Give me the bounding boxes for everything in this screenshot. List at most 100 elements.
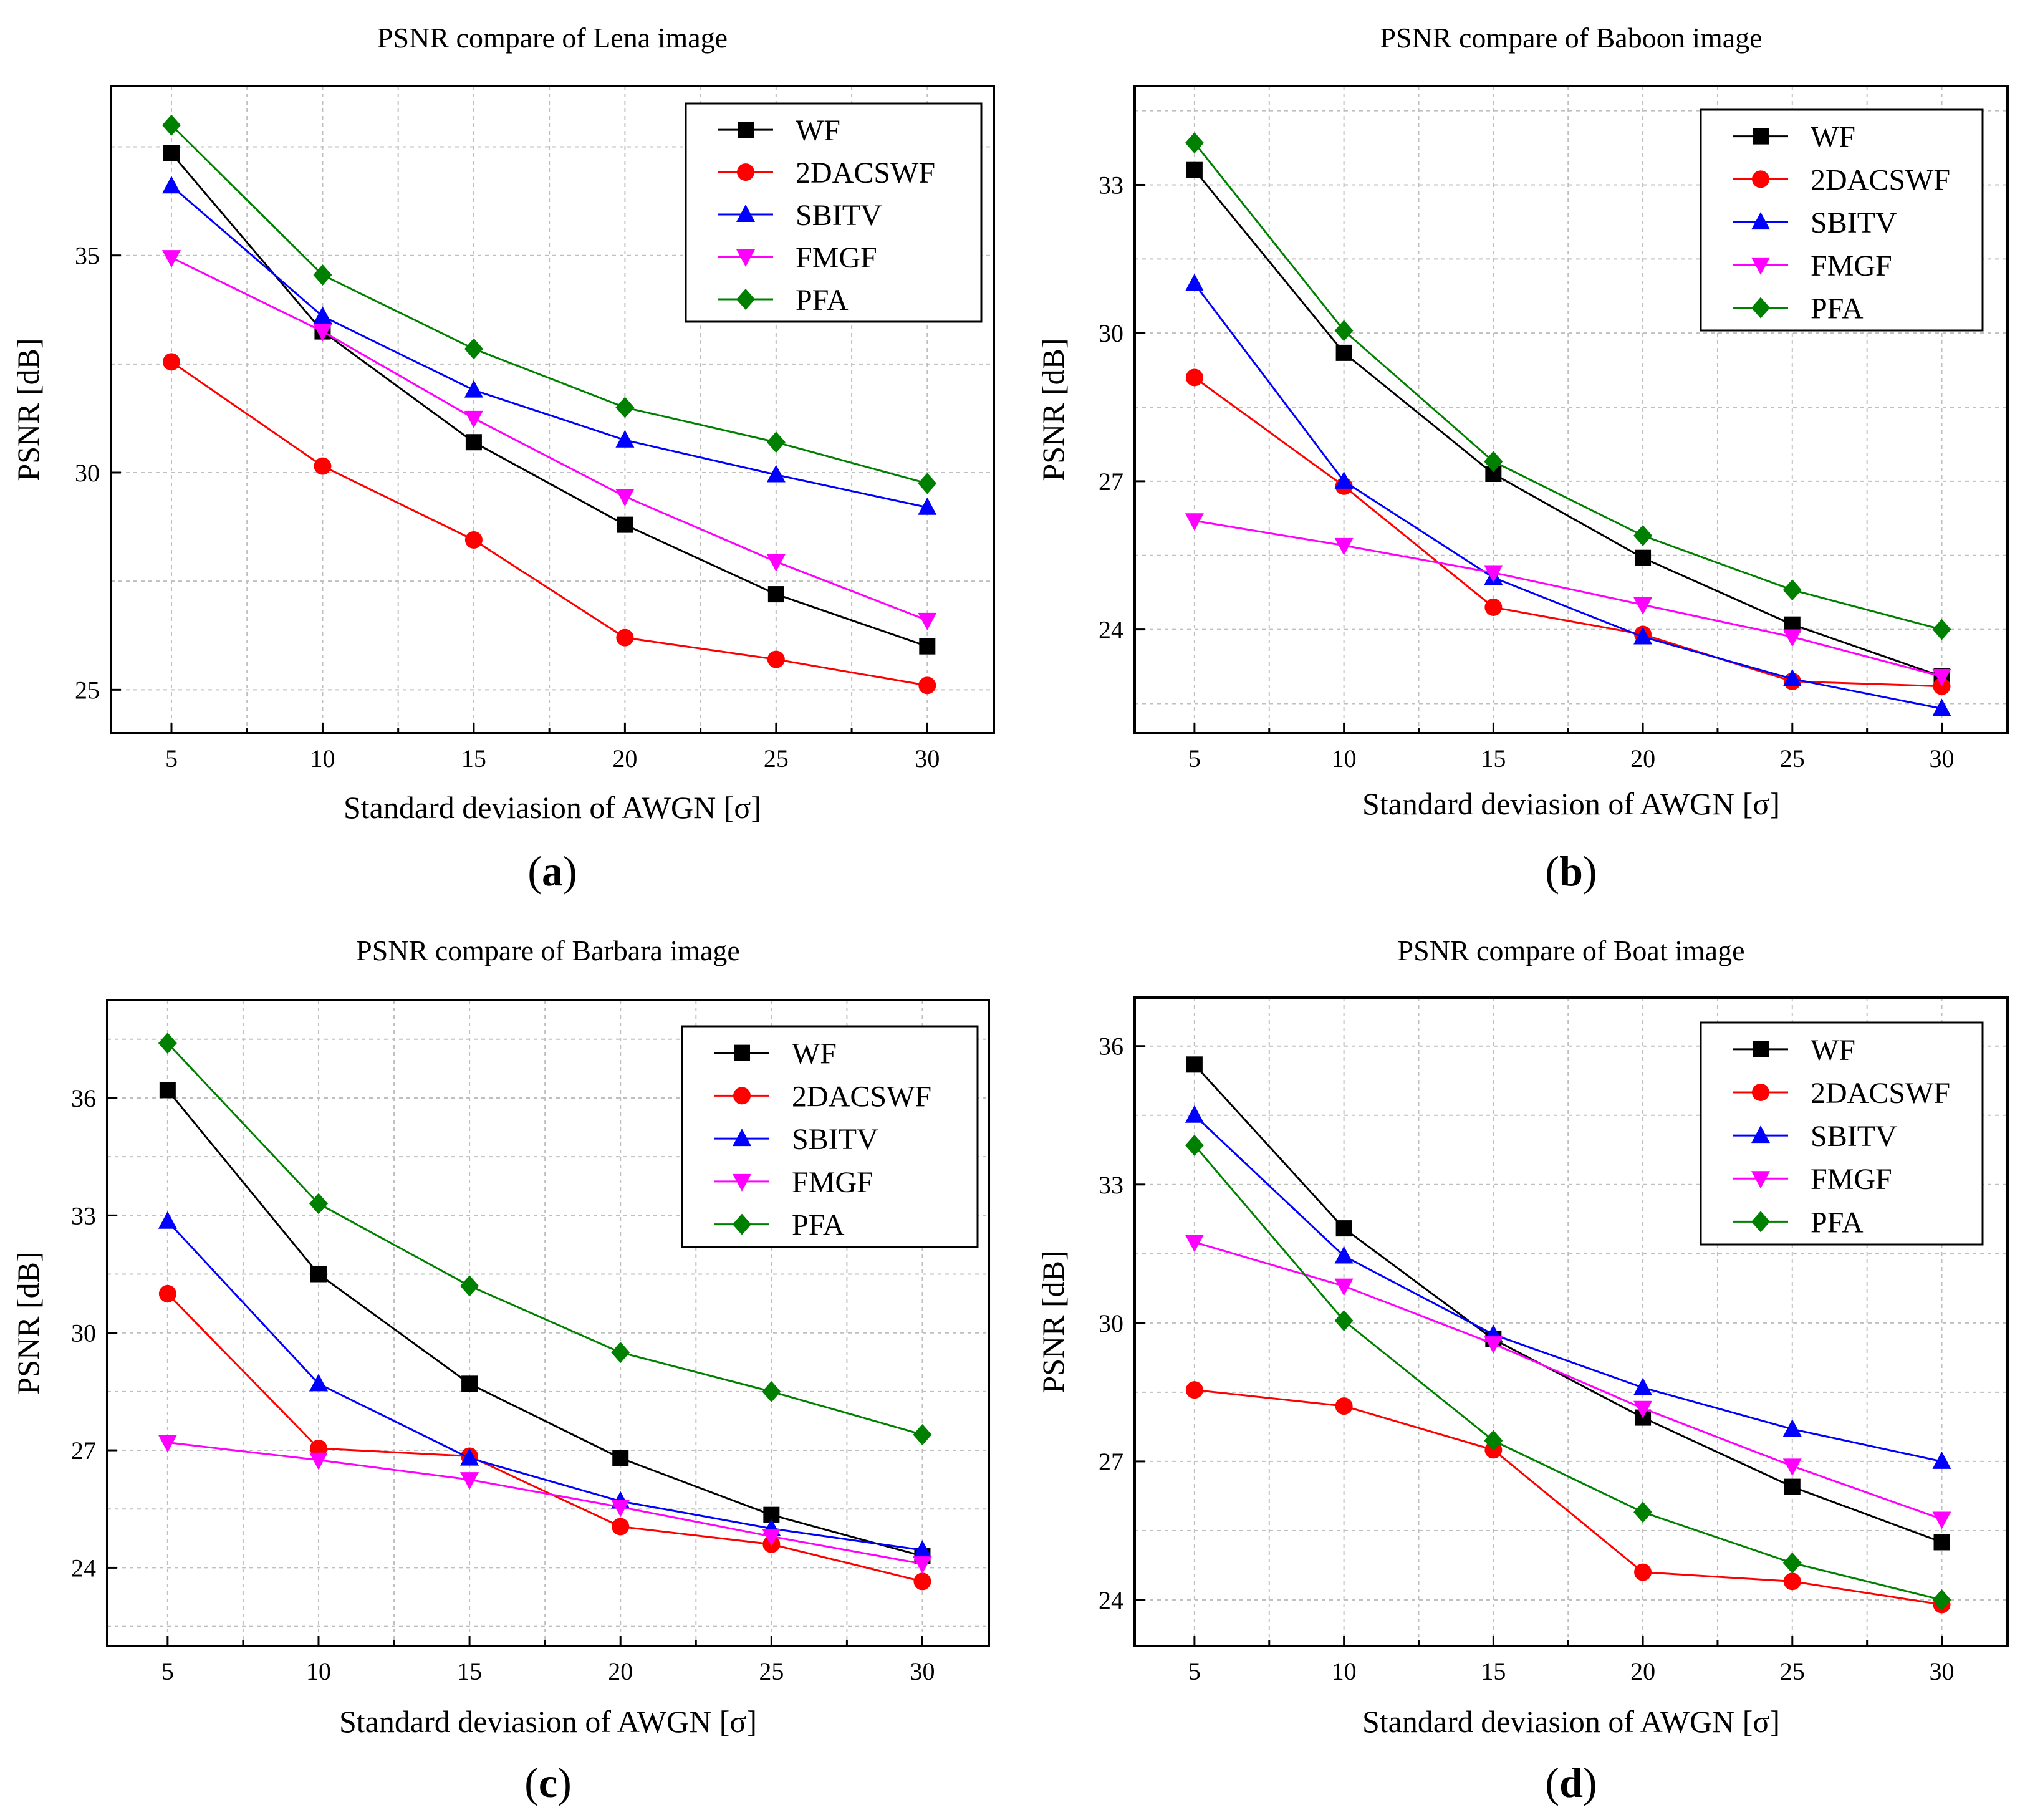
data-point xyxy=(1335,344,1352,361)
x-tick-label: 20 xyxy=(1630,1657,1655,1685)
chart-panel-c: PSNR compare of Barbara image 5 10 15 20 25 30… xyxy=(11,935,990,1806)
series-line xyxy=(1194,519,1942,678)
x-tick-label: 20 xyxy=(612,744,637,773)
legend-marker xyxy=(1751,1211,1770,1233)
legend-label: WF xyxy=(1811,121,1855,154)
series-line xyxy=(170,124,928,484)
x-tick-label: 10 xyxy=(306,1657,331,1685)
plot-frame xyxy=(110,85,995,734)
data-point xyxy=(762,1380,781,1402)
legend-label: FMGF xyxy=(796,241,877,274)
panel-label: (a) xyxy=(527,847,577,895)
series-line xyxy=(1194,1241,1943,1520)
series-line xyxy=(1193,169,1943,678)
ticks xyxy=(107,1097,923,1646)
series-PFA xyxy=(158,1033,932,1445)
y-tick-label: 36 xyxy=(71,1084,96,1112)
data-point xyxy=(1185,513,1204,531)
series-line xyxy=(1193,1114,1942,1463)
panel-label-letter: c xyxy=(539,1759,557,1806)
series-PFA xyxy=(1185,132,1951,640)
x-tick-label: 10 xyxy=(1332,744,1357,773)
data-point xyxy=(1185,273,1204,291)
x-tick-label: 30 xyxy=(915,744,940,773)
x-tick-label: 25 xyxy=(1780,744,1805,773)
panel-label-open: ( xyxy=(527,847,542,895)
ticks xyxy=(111,254,928,733)
panel-label-close: ) xyxy=(1583,1759,1597,1806)
legend-label: PFA xyxy=(1811,1206,1864,1239)
series-line xyxy=(170,153,928,648)
series-line xyxy=(1193,1064,1943,1543)
x-tick-label: 5 xyxy=(165,744,178,773)
x-axis-label: Standard deviasion of AWGN [σ] xyxy=(1362,1704,1780,1739)
data-point xyxy=(1933,1534,1950,1551)
data-point xyxy=(161,114,181,136)
data-point xyxy=(1334,471,1354,489)
legend-marker xyxy=(1752,1083,1769,1101)
series-PFA xyxy=(1185,1134,1951,1611)
data-point xyxy=(1335,1397,1353,1415)
panel-label-close: ) xyxy=(563,847,577,895)
y-tick-label: 24 xyxy=(1099,616,1123,644)
x-axis-label: Standard deviasion of AWGN [σ] xyxy=(339,1704,757,1739)
data-point xyxy=(464,338,483,360)
data-point xyxy=(309,1193,328,1215)
legend-marker xyxy=(1751,1171,1770,1189)
legend-marker xyxy=(1753,128,1769,145)
plot-frame xyxy=(1133,996,2009,1647)
legend-marker xyxy=(1753,1041,1769,1057)
panel-label: (b) xyxy=(1545,847,1597,895)
legend-label: PFA xyxy=(1811,292,1864,325)
panel-label-close: ) xyxy=(1583,847,1597,895)
chart-title: PSNR compare of Barbara image xyxy=(356,935,740,966)
data-point xyxy=(1782,668,1802,686)
data-point xyxy=(1932,698,1951,716)
data-point xyxy=(615,489,635,507)
data-point xyxy=(612,1518,630,1536)
data-point xyxy=(919,638,936,655)
y-tick-label: 24 xyxy=(71,1554,96,1582)
y-tick-label: 33 xyxy=(1099,1171,1123,1199)
data-point xyxy=(161,250,181,268)
series-line xyxy=(1193,283,1942,710)
x-tick-label: 5 xyxy=(1188,744,1201,773)
data-point xyxy=(1484,1430,1503,1452)
data-point xyxy=(1186,1056,1203,1073)
data-point xyxy=(158,1435,177,1453)
data-point xyxy=(158,1211,177,1229)
data-point xyxy=(762,1529,781,1547)
data-point xyxy=(1484,598,1503,616)
legend-marker xyxy=(733,1087,751,1105)
data-point xyxy=(611,1500,630,1518)
plot-frame xyxy=(1133,85,2009,734)
data-point xyxy=(1932,1451,1951,1469)
data-point xyxy=(913,1423,932,1445)
series-WF xyxy=(163,145,936,655)
panel-label-letter: a xyxy=(542,847,563,895)
data-point xyxy=(766,465,786,483)
series-2DACSWF xyxy=(1185,1381,1951,1614)
x-tick-label: 5 xyxy=(161,1657,174,1685)
panel-label-close: ) xyxy=(557,1759,572,1806)
data-point xyxy=(461,1375,478,1392)
data-point xyxy=(309,1374,328,1392)
x-tick-label: 30 xyxy=(1930,744,1955,773)
ticks xyxy=(1135,1045,1943,1646)
panel-label-open: ( xyxy=(1545,1759,1559,1806)
series-line xyxy=(171,361,928,686)
data-point xyxy=(1782,1552,1802,1574)
legend-marker xyxy=(733,1173,751,1192)
data-point xyxy=(1782,1419,1802,1437)
x-tick-label: 25 xyxy=(1780,1657,1805,1685)
legend: WF 2DACSWF SBITV FMGF PFA xyxy=(681,1025,979,1248)
legend-label: 2DACSWF xyxy=(1811,1077,1950,1110)
x-tick-label: 15 xyxy=(461,744,486,773)
data-point xyxy=(918,676,936,695)
legend-marker xyxy=(737,163,754,181)
series-2DACSWF xyxy=(162,353,936,695)
data-point xyxy=(1334,1278,1354,1296)
chart-title: PSNR compare of Baboon image xyxy=(1380,22,1762,54)
y-tick-label: 30 xyxy=(75,459,100,487)
